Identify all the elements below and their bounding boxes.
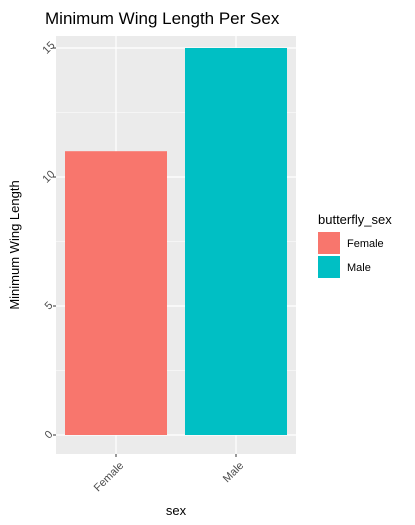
- legend-key-male: [318, 256, 340, 278]
- y-axis-title: Minimum Wing Length: [7, 180, 22, 309]
- x-axis-title: sex: [166, 503, 187, 518]
- bar-female: [65, 151, 167, 435]
- legend-label: Female: [347, 238, 384, 250]
- legend: butterfly_sex Female Male: [318, 212, 392, 278]
- x-axis-ticks: Female Male: [92, 454, 246, 494]
- legend-label: Male: [347, 262, 371, 274]
- chart-title: Minimum Wing Length Per Sex: [45, 9, 280, 28]
- legend-title: butterfly_sex: [318, 212, 392, 227]
- y-tick-label: 10: [40, 168, 57, 185]
- bars: [65, 48, 287, 435]
- bar-male: [185, 48, 287, 435]
- x-tick-label: Female: [92, 460, 126, 494]
- x-tick-label: Male: [221, 460, 246, 485]
- legend-key-female: [318, 232, 340, 254]
- y-tick-label: 15: [40, 39, 57, 56]
